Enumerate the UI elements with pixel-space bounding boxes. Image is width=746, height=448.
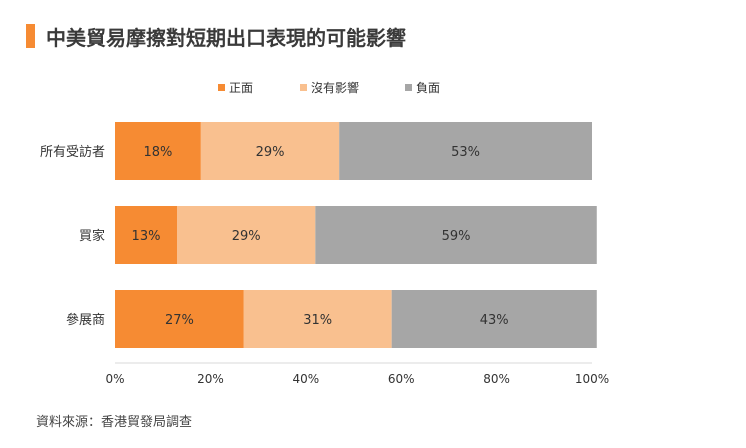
x-tick-label: 60% (388, 372, 415, 386)
legend-label: 負面 (416, 81, 440, 95)
source-note: 資料來源：香港貿發局調查 (36, 415, 193, 430)
x-tick-label: 100% (575, 372, 609, 386)
bar-segment (115, 290, 244, 348)
data-label: 59% (442, 229, 471, 244)
data-label: 43% (480, 313, 509, 328)
x-tick-label: 20% (197, 372, 224, 386)
data-label: 29% (232, 229, 261, 244)
category-label: 參展商 (66, 313, 105, 328)
legend-swatch (218, 84, 225, 91)
legend-label: 正面 (229, 81, 253, 95)
bar-segment (115, 206, 178, 264)
legend-label: 沒有影響 (311, 80, 359, 95)
bar-segment (315, 206, 597, 264)
legend-swatch (405, 84, 412, 91)
title-accent-bar (26, 24, 35, 48)
legend-swatch (300, 84, 307, 91)
bar-segment (339, 122, 592, 180)
x-tick-label: 40% (292, 372, 319, 386)
bar-segment (177, 206, 316, 264)
x-tick-label: 0% (105, 372, 124, 386)
category-label: 所有受訪者 (40, 144, 105, 160)
data-label: 27% (165, 313, 194, 328)
bar-segment (200, 122, 340, 180)
x-tick-label: 80% (483, 372, 510, 386)
bar-segment (243, 290, 392, 348)
data-label: 31% (303, 313, 332, 328)
data-label: 53% (451, 145, 480, 160)
page-title: 中美貿易摩擦對短期出口表現的可能影響 (46, 26, 406, 50)
bar-segment (391, 290, 597, 348)
data-label: 29% (256, 145, 285, 160)
category-label: 買家 (79, 228, 105, 244)
data-label: 18% (143, 145, 172, 160)
bar-segment (115, 122, 201, 180)
data-label: 13% (132, 229, 161, 244)
